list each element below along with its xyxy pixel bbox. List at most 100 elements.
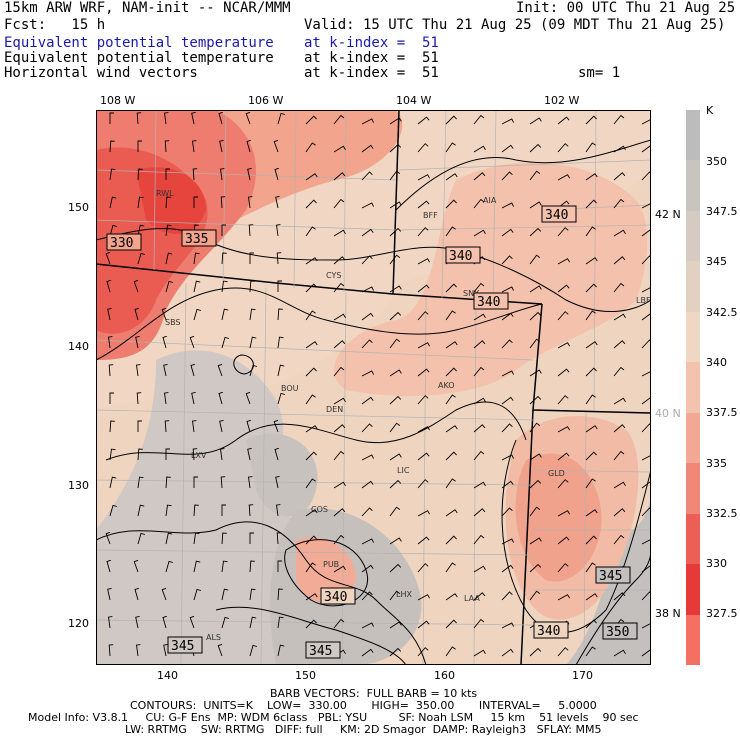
wind-barb xyxy=(305,341,318,349)
wind-barb xyxy=(557,510,570,517)
wind-barb xyxy=(613,313,626,321)
wind-barb xyxy=(585,173,598,181)
wind-barb xyxy=(219,139,224,153)
wind-barb xyxy=(417,368,430,377)
wind-barb xyxy=(585,451,597,461)
wind-barb xyxy=(417,536,430,545)
wind-barb xyxy=(641,255,651,265)
colorbar-swatch xyxy=(686,614,700,666)
wind-barb xyxy=(529,537,542,545)
wind-barb xyxy=(641,622,651,629)
wind-barb xyxy=(585,367,597,377)
wind-barb xyxy=(641,118,651,125)
wind-barb xyxy=(473,618,485,629)
svg-text:345: 345 xyxy=(599,569,622,584)
colorbar-label-340: 340 xyxy=(706,356,727,369)
wind-barb xyxy=(473,424,486,433)
wind-barb xyxy=(189,335,195,349)
wind-barb xyxy=(305,283,317,293)
wind-barb xyxy=(333,565,346,573)
wind-barb xyxy=(277,308,283,321)
wind-barb xyxy=(305,257,318,265)
wind-barb xyxy=(557,594,570,601)
wind-barb xyxy=(134,307,139,321)
svg-text:340: 340 xyxy=(449,249,472,264)
wind-barb xyxy=(109,420,115,433)
wind-barb xyxy=(106,279,111,293)
wind-barb xyxy=(221,616,230,629)
station-cos: COS xyxy=(311,505,328,514)
wind-barb xyxy=(641,339,651,349)
wind-barb xyxy=(109,476,117,489)
wind-barb xyxy=(191,111,196,125)
wind-barb xyxy=(249,336,257,349)
wind-barb xyxy=(245,111,251,125)
wind-barb xyxy=(417,395,429,405)
station-als: ALS xyxy=(206,633,221,642)
wind-barb xyxy=(191,420,197,433)
wind-barb xyxy=(529,254,541,265)
wind-barb xyxy=(417,311,429,321)
wind-barb xyxy=(219,448,225,461)
contour-label-345: 345 xyxy=(595,566,631,584)
svg-text:340: 340 xyxy=(477,295,500,310)
wind-barb xyxy=(361,454,375,461)
station-lxv: LXV xyxy=(191,451,207,460)
wind-barb xyxy=(219,419,224,433)
wind-barb xyxy=(501,507,513,517)
wind-barb xyxy=(389,338,401,349)
wind-barb xyxy=(389,422,401,433)
contour-labels: 330 335 340 340 340 340 340 345 345 345 … xyxy=(106,205,638,659)
wind-barb xyxy=(585,394,596,405)
svg-text:335: 335 xyxy=(185,232,208,247)
wind-barb xyxy=(501,564,514,573)
contour-label-340: 340 xyxy=(541,205,577,223)
wind-barb xyxy=(613,534,625,545)
wind-barb xyxy=(529,506,541,517)
wind-barb xyxy=(389,117,402,125)
wind-barb xyxy=(557,647,569,657)
state-border-wy-co xyxy=(96,263,543,305)
wind-barb xyxy=(163,392,169,405)
wind-barb xyxy=(165,448,170,460)
station-pub: PUB xyxy=(323,560,339,569)
header-title: 15km ARW WRF, NAM-init -- NCAR/MMM xyxy=(4,0,291,16)
x-tick-150: 150 xyxy=(295,669,316,682)
wind-barb xyxy=(613,340,626,349)
wind-barb xyxy=(305,535,317,545)
wind-barb xyxy=(275,475,280,489)
wind-barb xyxy=(277,588,283,601)
wind-barb xyxy=(501,454,515,461)
wind-barb xyxy=(613,114,625,125)
wind-barb xyxy=(361,228,374,237)
wind-barb xyxy=(136,112,142,125)
county-lines xyxy=(96,110,651,665)
wind-barb xyxy=(641,171,651,181)
wind-barb xyxy=(417,227,429,237)
colorbar-swatch xyxy=(686,110,700,161)
wind-barb xyxy=(333,229,346,237)
wind-barb xyxy=(473,313,486,321)
lat-tick-42n: 42 N xyxy=(655,208,681,221)
wind-barb xyxy=(445,535,457,545)
wind-barb xyxy=(361,396,374,405)
wind-barb xyxy=(193,532,200,545)
wind-barb xyxy=(221,252,227,265)
wind-barb xyxy=(361,171,373,181)
wind-barb xyxy=(109,140,115,153)
wind-barb xyxy=(246,139,251,153)
wind-barb xyxy=(219,168,225,181)
wind-barb xyxy=(249,252,254,264)
wind-barb xyxy=(361,255,373,265)
wind-barb xyxy=(613,649,626,657)
colorbar-label-330: 330 xyxy=(706,557,727,570)
wind-barb xyxy=(246,419,251,433)
wind-barb xyxy=(417,452,430,461)
contour-label-340: 340 xyxy=(445,246,481,264)
state-border-co-ks xyxy=(520,409,534,665)
field-3-name: Horizontal wind vectors xyxy=(4,65,198,81)
colorbar-label-337-5: 337.5 xyxy=(706,406,738,419)
wind-barb xyxy=(501,118,515,125)
wind-barb xyxy=(109,224,118,237)
wind-barb xyxy=(501,255,513,265)
